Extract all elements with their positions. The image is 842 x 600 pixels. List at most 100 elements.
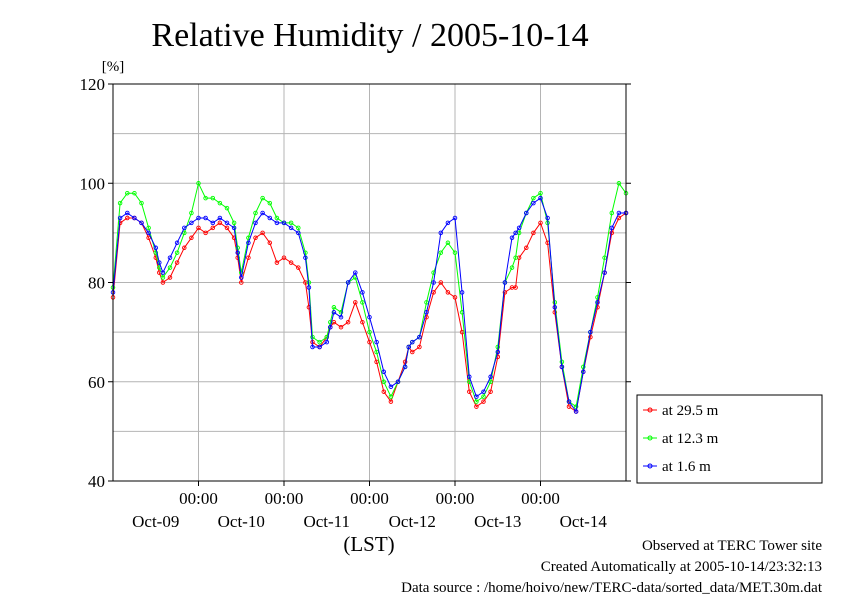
x-axis-label: (LST) [343,532,394,556]
data-point [609,225,615,231]
data-point [381,369,387,375]
data-point [196,215,201,221]
data-point [388,384,394,389]
data-point [360,319,365,325]
y-tick-label: 120 [80,75,106,94]
data-point [538,190,543,196]
data-point [488,389,493,394]
y-axis-unit: [%] [102,59,125,75]
legend-label: at 1.6 m [662,459,711,475]
data-point [609,230,615,236]
footer-created: Created Automatically at 2005-10-14/23:3… [541,559,822,575]
data-point [531,230,536,236]
data-point [267,215,273,221]
data-point [353,300,358,305]
data-point [513,230,518,236]
data-point [452,295,458,300]
y-tick-label: 100 [80,174,106,193]
data-point [367,339,372,345]
data-point [445,240,451,246]
data-point [182,245,187,251]
data-point [224,225,230,231]
data-point [174,260,180,265]
data-point [288,225,294,231]
data-point [281,255,287,260]
data-point [609,210,615,216]
data-point [438,250,444,255]
data-point [235,250,240,255]
x-time-label: 00:00 [436,489,475,508]
data-point [338,314,344,320]
data-point [502,290,508,295]
data-point [402,364,408,370]
data-point [338,324,344,330]
data-point [203,230,208,236]
data-point [296,225,301,231]
chart-title: Relative Humidity / 2005-10-14 [151,17,588,54]
data-point [139,220,144,226]
x-date-label: Oct-09 [132,512,179,531]
x-date-label: Oct-13 [474,512,521,531]
data-point [388,394,394,399]
data-point [367,329,372,335]
data-point [317,344,322,350]
series-3 [110,195,629,414]
data-point [566,404,572,409]
x-date-label: Oct-14 [560,512,608,531]
data-point [224,205,230,211]
data-point [210,195,216,201]
data-point [602,255,607,260]
data-point [374,339,379,345]
y-tick-label: 40 [88,472,105,491]
data-point [239,275,244,280]
data-point [445,290,451,295]
series-line [112,181,627,408]
data-point [467,374,472,380]
data-point [267,200,273,206]
data-point [353,270,358,275]
data-point [524,210,529,216]
data-point [406,344,411,350]
series-2 [110,181,629,409]
data-point [117,215,123,221]
y-tick-label: 80 [88,274,105,293]
data-point [306,285,312,290]
data-point [481,399,486,404]
data-point [474,399,479,404]
data-point [374,349,379,355]
series-line [112,212,627,413]
data-point [595,295,600,300]
data-point [253,220,258,226]
data-point [328,324,333,330]
data-point [139,200,144,206]
data-point [516,225,522,231]
data-point [552,305,558,310]
data-point [132,190,137,196]
data-point [296,265,301,270]
data-point [474,404,479,409]
legend-label: at 29.5 m [662,403,719,419]
data-point [203,195,208,201]
data-point [274,220,280,226]
data-point [317,339,322,345]
data-point [153,250,159,255]
data-point [189,210,194,216]
data-point [531,195,536,201]
data-point [117,200,123,206]
data-point [616,210,622,216]
data-point [260,230,265,236]
data-point [367,314,372,320]
data-point [160,275,166,280]
data-point [157,260,162,265]
data-point [588,334,593,340]
data-point [253,235,258,241]
data-point [267,240,273,246]
data-point [324,339,330,345]
data-point [324,334,330,340]
data-point [481,389,486,394]
x-time-label: 00:00 [179,489,218,508]
data-point [581,369,586,375]
x-date-label: Oct-11 [303,512,350,531]
